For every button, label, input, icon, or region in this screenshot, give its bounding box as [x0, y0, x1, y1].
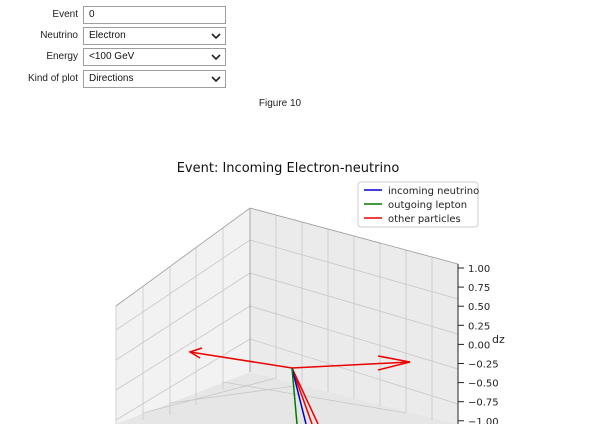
legend-label: other particles	[388, 214, 461, 225]
3d-plot[interactable]: 1.00 0.75 0.50 0.25 0.00 −0.25 −0.50 −0.75 −1.00…	[0, 110, 600, 424]
neutrino-value: Electron	[89, 30, 126, 41]
z-tick-label: 0.75	[468, 283, 490, 294]
event-value: 0	[89, 9, 95, 20]
neutrino-select[interactable]: Electron	[83, 27, 226, 45]
legend: incoming neutrino outgoing lepton other pa…	[357, 181, 479, 228]
z-tick-label: −0.50	[468, 379, 499, 390]
other-particle-arrowhead	[377, 355, 411, 371]
incoming-neutrino-arrow	[291, 367, 307, 424]
plot-kind-row: Kind of plot Directions	[0, 70, 600, 92]
grid-lines	[115, 208, 459, 424]
z-tick-label: −1.00	[468, 417, 499, 424]
z-tick-label: −0.25	[468, 360, 499, 371]
energy-label: Energy	[46, 51, 78, 62]
z-axis: 1.00 0.75 0.50 0.25 0.00 −0.25 −0.50 −0.75 −1.00…	[457, 264, 505, 424]
figure-label: Figure 10	[258, 98, 302, 109]
floor-pane	[116, 372, 458, 424]
other-particle-arrow	[291, 367, 319, 424]
legend-label: incoming neutrino	[388, 186, 479, 197]
event-row: Event 0	[0, 6, 600, 28]
chevron-down-icon	[211, 76, 221, 83]
chevron-down-icon	[211, 33, 221, 40]
legend-label: outgoing lepton	[388, 200, 467, 211]
event-input[interactable]: 0	[83, 6, 226, 24]
outgoing-lepton-arrow	[291, 367, 298, 424]
z-axis-label: dz	[492, 333, 505, 346]
legend-box	[357, 181, 479, 228]
pane-edges	[115, 207, 459, 372]
z-tick-label: 1.00	[468, 264, 490, 275]
z-tick-label: 0.25	[468, 321, 490, 332]
neutrino-row: Neutrino Electron	[0, 27, 600, 49]
neutrino-label: Neutrino	[40, 30, 78, 41]
event-label: Event	[52, 9, 78, 20]
plot-kind-label: Kind of plot	[27, 73, 78, 84]
chevron-down-icon	[211, 54, 221, 61]
left-pane	[116, 208, 250, 424]
other-particle-arrow	[291, 361, 411, 369]
energy-select[interactable]: <100 GeV	[83, 48, 226, 66]
plot-kind-value: Directions	[89, 73, 134, 84]
energy-row: Energy <100 GeV	[0, 48, 600, 70]
series-other-particles	[188, 347, 411, 424]
z-tick-label: −0.75	[468, 398, 499, 409]
z-tick-label: 0.00	[468, 340, 490, 351]
particle-arrows	[188, 347, 411, 424]
other-particle-arrow	[189, 351, 293, 369]
chart-title: Event: Incoming Electron-neutrino	[177, 161, 400, 176]
other-particle-arrowhead	[188, 347, 203, 359]
plot-kind-select[interactable]: Directions	[83, 70, 226, 88]
energy-value: <100 GeV	[89, 51, 135, 62]
z-tick-label: 0.50	[468, 302, 490, 313]
other-particle-arrow	[291, 367, 313, 424]
